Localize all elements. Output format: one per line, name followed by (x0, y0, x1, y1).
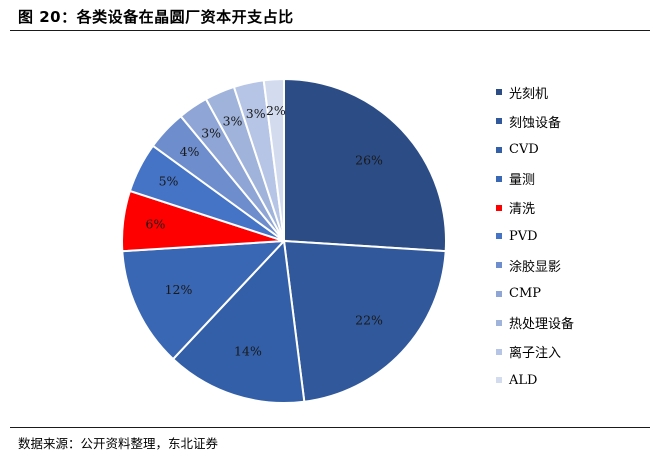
pie-slice-3 (121, 239, 287, 361)
title-rule (10, 30, 650, 31)
legend-swatch-3 (496, 175, 502, 182)
legend-swatch-2 (496, 146, 502, 153)
pie-slice-1 (282, 239, 447, 403)
pie-slice-label-9: 3% (246, 106, 266, 121)
legend-item-2: CVD (496, 136, 646, 165)
legend-label-0: 光刻机 (509, 86, 549, 102)
legend-swatch-9 (496, 348, 502, 355)
figure-title: 图 20：各类设备在晶圆厂资本开支占比 (18, 8, 294, 26)
legend-item-1: 刻蚀设备 (496, 107, 646, 136)
legend-item-7: CMP (496, 280, 646, 309)
pie-slice-label-4: 6% (146, 216, 166, 231)
legend-label-9: 离子注入 (509, 346, 562, 362)
legend-item-3: 量测 (496, 164, 646, 193)
legend-item-6: 涂胶显影 (496, 251, 646, 280)
legend-label-3: 量测 (509, 173, 536, 189)
pie-slice-label-7: 3% (201, 125, 221, 140)
legend-label-6: 涂胶显影 (509, 259, 562, 275)
legend-swatch-8 (496, 319, 502, 326)
pie-slice-label-1: 22% (355, 312, 383, 327)
legend-item-5: PVD (496, 222, 646, 251)
legend-label-8: 热处理设备 (509, 317, 575, 333)
legend-swatch-5 (496, 233, 502, 240)
legend-label-5: PVD (509, 228, 538, 244)
legend-swatch-4 (496, 204, 502, 211)
pie-slice-10 (262, 77, 285, 242)
legend-label-1: 刻蚀设备 (509, 115, 562, 131)
source-note: 数据来源：公开资料整理，东北证券 (18, 436, 219, 451)
source-rule (10, 427, 650, 428)
pie-slice-label-2: 14% (234, 343, 262, 358)
pie-slice-label-5: 5% (159, 174, 179, 189)
legend-item-9: 离子注入 (496, 337, 646, 366)
legend-swatch-10 (496, 377, 502, 384)
legend-swatch-6 (496, 262, 502, 269)
legend-label-2: CVD (509, 142, 539, 158)
pie-slice-2 (171, 238, 306, 404)
chart-legend: 光刻机刻蚀设备 CVD 量测清洗 PVD 涂胶显影 CMP 热处理设备离子注入 ALD (496, 78, 646, 395)
legend-label-10: ALD (509, 372, 538, 388)
legend-swatch-7 (496, 290, 502, 297)
legend-swatch-0 (496, 89, 502, 96)
legend-item-4: 清洗 (496, 193, 646, 222)
legend-label-7: CMP (509, 286, 542, 302)
pie-slice-label-0: 26% (355, 153, 383, 168)
legend-label-4: 清洗 (509, 202, 536, 218)
pie-slice-label-8: 3% (223, 114, 243, 129)
legend-item-8: 热处理设备 (496, 308, 646, 337)
legend-item-10: ALD (496, 366, 646, 395)
pie-slice-0 (283, 77, 447, 253)
pie-slice-label-6: 4% (180, 144, 200, 159)
legend-item-0: 光刻机 (496, 78, 646, 107)
pie-slice-label-10: 2% (266, 103, 286, 118)
pie-slice-label-3: 12% (165, 282, 193, 297)
legend-swatch-1 (496, 118, 502, 125)
